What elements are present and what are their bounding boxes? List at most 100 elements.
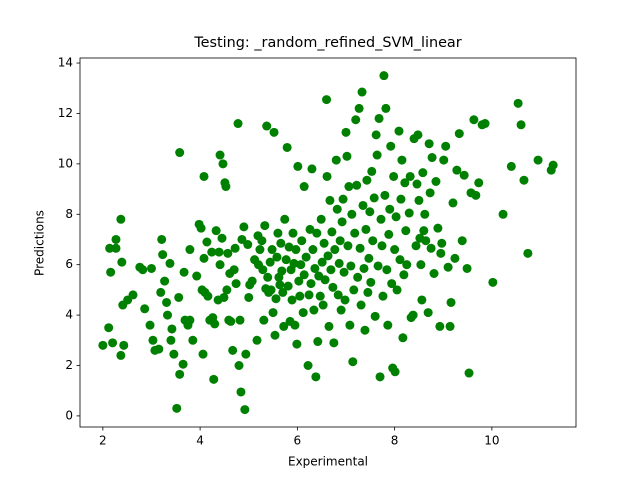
point — [241, 349, 251, 359]
point — [111, 243, 121, 253]
point — [301, 252, 311, 262]
point — [243, 240, 253, 250]
y-tick-label: 4 — [65, 308, 73, 322]
x-tick-label: 6 — [294, 434, 302, 448]
y-axis-label: Predictions — [33, 210, 47, 276]
y-tick-label: 14 — [58, 56, 73, 70]
point — [377, 241, 387, 251]
point — [348, 357, 358, 367]
point — [319, 238, 329, 248]
point — [258, 265, 268, 275]
y-tick-label: 0 — [65, 408, 73, 422]
point — [374, 113, 384, 123]
point — [336, 305, 346, 315]
x-tick-label: 10 — [484, 434, 499, 448]
point — [379, 71, 389, 81]
point — [390, 367, 400, 377]
point — [435, 321, 445, 331]
point — [480, 119, 490, 129]
point — [185, 315, 195, 325]
point — [317, 257, 327, 267]
point — [320, 275, 330, 285]
point — [404, 208, 414, 218]
point — [429, 269, 439, 279]
point — [111, 234, 121, 244]
point — [239, 222, 249, 232]
point — [244, 292, 254, 302]
point — [448, 198, 458, 208]
point — [273, 228, 283, 238]
point — [240, 405, 250, 415]
point — [98, 340, 108, 350]
point — [372, 150, 382, 160]
point — [303, 361, 313, 370]
point — [312, 228, 322, 238]
point — [392, 285, 402, 295]
point — [284, 242, 294, 252]
plot-frame — [79, 57, 577, 428]
point — [175, 148, 185, 158]
point — [255, 245, 265, 255]
point — [416, 260, 426, 270]
point — [363, 287, 373, 297]
point — [272, 252, 282, 262]
point — [278, 287, 288, 297]
point — [328, 282, 338, 292]
point — [365, 207, 375, 217]
point — [269, 127, 279, 137]
point — [347, 209, 357, 219]
point — [252, 335, 262, 345]
point — [146, 263, 156, 273]
point — [423, 308, 433, 318]
point — [418, 168, 428, 178]
point — [318, 300, 328, 310]
point — [437, 238, 447, 248]
point — [116, 350, 126, 360]
y-tick-label: 12 — [58, 106, 73, 120]
point — [306, 279, 316, 289]
point — [223, 248, 233, 258]
point — [354, 103, 364, 113]
point — [219, 292, 229, 302]
point — [260, 221, 270, 231]
point — [459, 170, 469, 180]
point — [230, 243, 240, 253]
point — [282, 142, 292, 152]
point — [414, 195, 424, 205]
point — [439, 155, 449, 165]
point — [464, 368, 474, 378]
point — [454, 129, 464, 139]
point — [235, 315, 245, 325]
point — [376, 214, 386, 224]
point — [267, 245, 277, 255]
point — [178, 359, 188, 369]
point — [207, 247, 217, 257]
point — [431, 177, 441, 187]
point — [516, 120, 526, 130]
point — [337, 217, 347, 227]
point — [209, 374, 219, 384]
point — [268, 308, 278, 318]
point — [366, 277, 376, 287]
point — [277, 266, 287, 276]
point — [308, 245, 318, 255]
point — [316, 214, 326, 224]
point — [138, 265, 148, 275]
point — [231, 279, 241, 289]
point — [281, 255, 291, 265]
point — [405, 171, 415, 181]
point — [367, 166, 377, 176]
x-tick-label: 2 — [99, 434, 107, 448]
y-tick-label: 10 — [58, 156, 73, 170]
point — [226, 316, 236, 326]
point — [548, 160, 558, 170]
point — [381, 103, 391, 113]
point — [339, 267, 349, 277]
point — [383, 320, 393, 330]
point — [119, 340, 129, 350]
point — [266, 285, 276, 295]
point — [335, 236, 345, 246]
point — [199, 253, 209, 263]
point — [364, 253, 374, 263]
point — [299, 182, 309, 192]
